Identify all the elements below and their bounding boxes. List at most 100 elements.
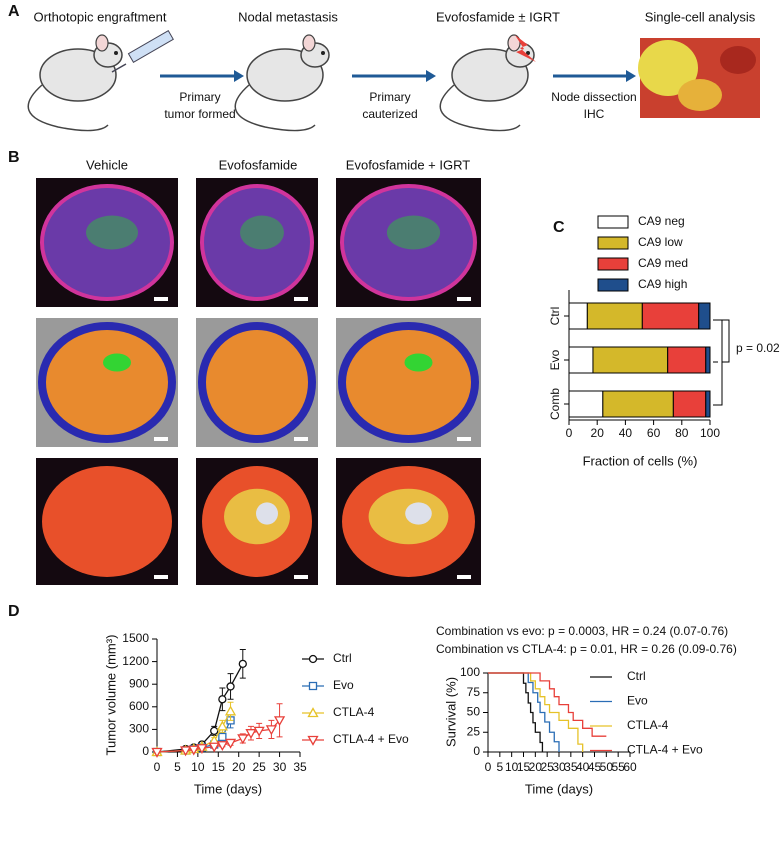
syringe-icon	[111, 29, 174, 73]
tissue-signal	[404, 353, 433, 372]
y-tick-label: Evo	[548, 349, 562, 370]
legend-marker	[307, 735, 319, 746]
tissue-image	[336, 458, 481, 585]
arrow-label: Primary	[179, 90, 220, 104]
marker	[238, 659, 247, 669]
x-tick-label: 40	[576, 760, 590, 774]
marker	[208, 742, 220, 753]
x-axis-title: Time (days)	[525, 781, 593, 796]
legend-swatch	[597, 257, 629, 271]
x-tick-label: 15	[212, 760, 226, 774]
column-title: Evofosfamide	[219, 157, 298, 172]
scale-bar	[457, 297, 471, 301]
tissue-signal	[386, 215, 441, 250]
y-tick-label: 600	[129, 699, 149, 713]
marker	[224, 705, 237, 716]
legend-label: Ctrl	[333, 651, 352, 665]
legend-swatch	[597, 215, 629, 229]
step-title: Orthotopic engraftment	[34, 9, 167, 24]
tissue-image	[36, 458, 178, 585]
y-tick-label: 0	[473, 744, 480, 758]
bar-segment	[672, 390, 707, 418]
legend-label: CTLA-4	[627, 718, 669, 732]
survival-curve	[488, 672, 584, 752]
mouse-icon	[439, 34, 535, 132]
mouse-icon	[27, 34, 123, 132]
scale-bar	[294, 437, 308, 441]
x-tick-label: 5	[174, 760, 181, 774]
tissue-image	[36, 318, 178, 447]
scale-bar	[294, 297, 308, 301]
step-title: Single-cell analysis	[645, 9, 756, 24]
bar-segment	[568, 302, 588, 330]
x-tick-label: 20	[591, 426, 605, 440]
artwork	[27, 29, 760, 585]
y-tick-label: 1500	[122, 631, 149, 645]
x-tick-label: 30	[552, 760, 566, 774]
bar-segment	[698, 302, 711, 330]
x-tick-label: 60	[623, 760, 637, 774]
tissue-image	[336, 318, 481, 447]
step-title: Evofosfamide ± IGRT	[436, 9, 560, 24]
x-tick-label: 100	[700, 426, 720, 440]
marker	[237, 734, 249, 745]
marker	[179, 746, 192, 757]
scale-bar	[457, 437, 471, 441]
x-tick-label: 20	[232, 760, 246, 774]
legend-label: Evo	[333, 678, 354, 692]
panel-label: A	[8, 3, 20, 20]
y-axis-title: Tumor volume (mm³)	[103, 635, 118, 756]
y-tick-label: 75	[467, 685, 481, 699]
arrow-label: IHC	[584, 107, 605, 121]
tissue-signal	[103, 353, 131, 372]
step-title: Nodal metastasis	[238, 9, 338, 24]
x-tick-label: 5	[496, 760, 503, 774]
bar-segment	[568, 390, 604, 418]
bar-segment	[592, 346, 669, 374]
marker	[273, 716, 286, 727]
arrow-label: Node dissection	[551, 90, 636, 104]
bar-segment	[667, 346, 707, 374]
legend-label: CA9 low	[638, 235, 683, 249]
tissue	[198, 322, 316, 443]
y-tick-label: Ctrl	[548, 307, 562, 326]
tissue-image	[196, 458, 318, 585]
marker	[151, 747, 163, 758]
radiation-icon	[515, 35, 536, 62]
tissue	[338, 322, 479, 443]
tissue-core	[256, 502, 278, 525]
panel-label: D	[8, 603, 20, 620]
y-tick-label: 900	[129, 676, 149, 690]
panel-label: C	[553, 219, 565, 236]
survival-curve	[488, 672, 607, 737]
x-tick-label: 80	[675, 426, 689, 440]
x-tick-label: 30	[273, 760, 287, 774]
column-title: Evofosfamide + IGRT	[346, 157, 470, 172]
tissue-signal	[240, 215, 284, 250]
marker	[253, 726, 265, 737]
column-title: Vehicle	[86, 157, 128, 172]
marker	[265, 725, 278, 736]
x-tick-label: 25	[540, 760, 554, 774]
scale-bar	[154, 575, 168, 579]
bar-segment	[705, 390, 711, 418]
bar-segment	[586, 302, 643, 330]
legend-swatch	[597, 278, 629, 292]
y-tick-label: 1200	[122, 654, 149, 668]
x-tick-label: 0	[485, 760, 492, 774]
marker	[218, 695, 227, 704]
y-tick-label: 0	[142, 744, 149, 758]
marker	[245, 729, 257, 739]
marker	[218, 732, 227, 742]
bar-segment	[568, 346, 594, 374]
legend-label: CTLA-4	[333, 705, 375, 719]
bracket	[713, 319, 723, 406]
marker	[224, 738, 237, 749]
arrow	[160, 70, 244, 82]
scale-bar	[457, 575, 471, 579]
bar-segment	[641, 302, 700, 330]
legend-label: CA9 neg	[638, 214, 685, 228]
legend-marker	[308, 681, 318, 691]
x-tick-label: 10	[191, 760, 205, 774]
legend-label: CTLA-4 + Evo	[333, 732, 409, 746]
